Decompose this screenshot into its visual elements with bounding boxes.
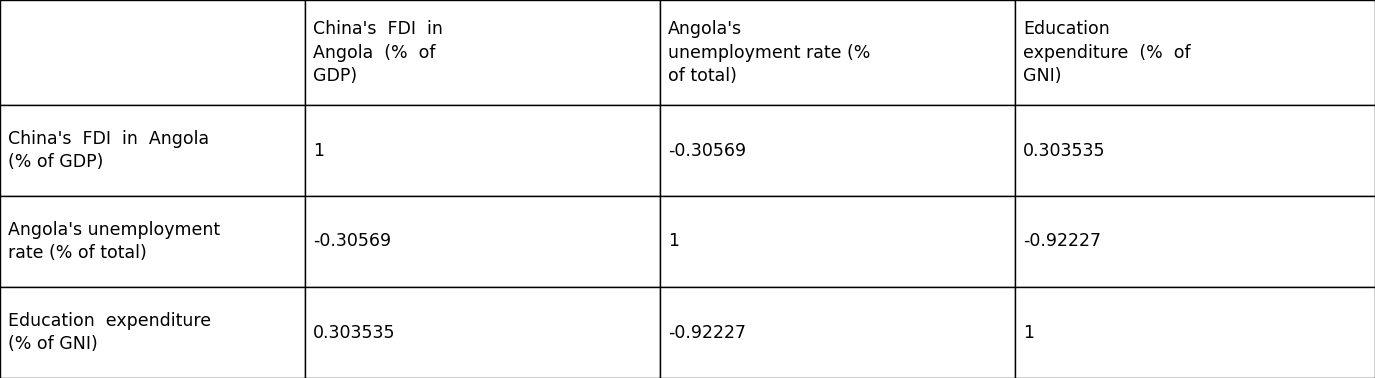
Text: -0.30569: -0.30569: [668, 141, 747, 160]
Bar: [305, 0, 660, 105]
Text: China's  FDI  in
Angola  (%  of
GDP): China's FDI in Angola (% of GDP): [314, 20, 443, 85]
Bar: [660, 287, 1015, 378]
Text: -0.92227: -0.92227: [1023, 232, 1101, 251]
Text: 1: 1: [1023, 324, 1034, 341]
Bar: [0, 287, 305, 378]
Bar: [1015, 0, 1375, 105]
Text: 1: 1: [668, 232, 679, 251]
Bar: [305, 287, 660, 378]
Text: Angola's unemployment
rate (% of total): Angola's unemployment rate (% of total): [8, 221, 220, 262]
Bar: [1015, 287, 1375, 378]
Bar: [0, 0, 305, 105]
Text: -0.30569: -0.30569: [314, 232, 390, 251]
Bar: [660, 0, 1015, 105]
Text: Education  expenditure
(% of GNI): Education expenditure (% of GNI): [8, 312, 212, 353]
Bar: [1015, 196, 1375, 287]
Bar: [660, 105, 1015, 196]
Bar: [0, 105, 305, 196]
Bar: [305, 196, 660, 287]
Bar: [1015, 105, 1375, 196]
Bar: [305, 105, 660, 196]
Text: 0.303535: 0.303535: [1023, 141, 1106, 160]
Text: -0.92227: -0.92227: [668, 324, 747, 341]
Bar: [660, 196, 1015, 287]
Bar: [0, 196, 305, 287]
Text: 0.303535: 0.303535: [314, 324, 396, 341]
Text: 1: 1: [314, 141, 324, 160]
Text: Angola's
unemployment rate (%
of total): Angola's unemployment rate (% of total): [668, 20, 870, 85]
Text: China's  FDI  in  Angola
(% of GDP): China's FDI in Angola (% of GDP): [8, 130, 209, 171]
Text: Education
expenditure  (%  of
GNI): Education expenditure (% of GNI): [1023, 20, 1191, 85]
